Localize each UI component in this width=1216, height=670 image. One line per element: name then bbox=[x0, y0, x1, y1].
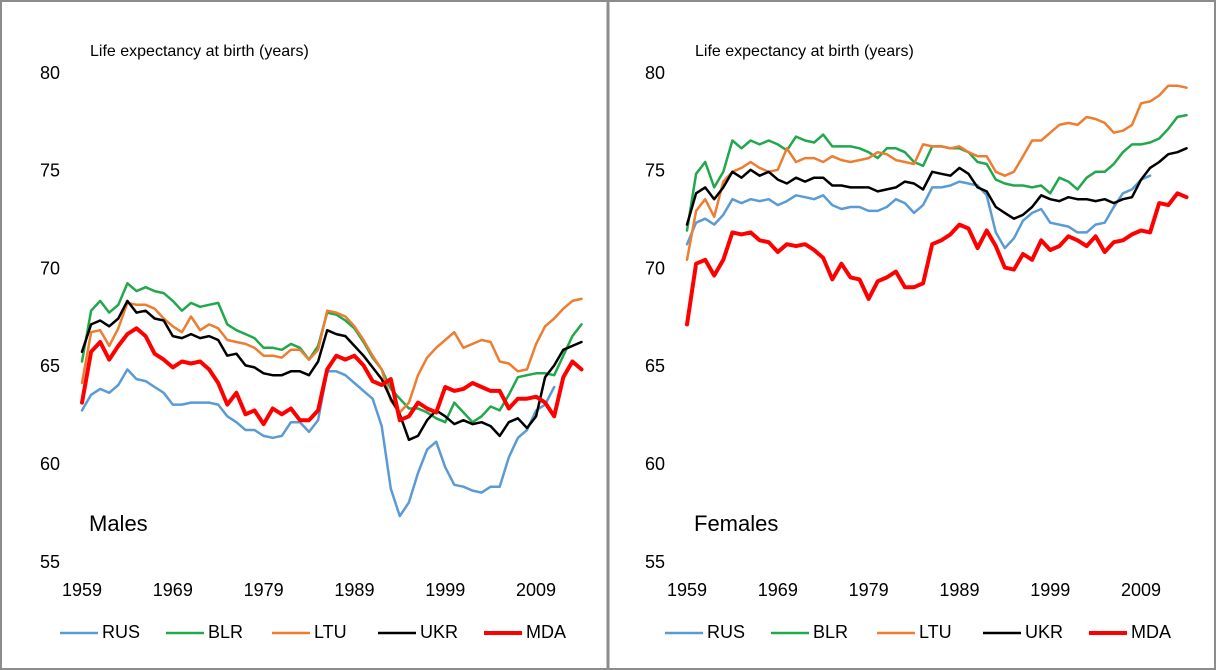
x-tick-label: 2009 bbox=[1121, 580, 1161, 600]
legend-label: UKR bbox=[420, 622, 458, 642]
series-line bbox=[685, 191, 1189, 327]
y-tick-label: 55 bbox=[645, 552, 665, 572]
panel: Life expectancy at birth (years) 55 60 65 70… bbox=[645, 43, 1189, 642]
y-tick-label: 65 bbox=[645, 356, 665, 376]
legend-label: UKR bbox=[1025, 622, 1063, 642]
y-axis-label: Life expectancy at birth (years) bbox=[90, 43, 309, 60]
series-line bbox=[80, 326, 584, 427]
y-tick-label: 70 bbox=[40, 258, 60, 278]
legend-label: LTU bbox=[919, 622, 952, 642]
x-tick-label: 1959 bbox=[667, 580, 707, 600]
y-tick-label: 75 bbox=[40, 161, 60, 181]
x-tick-label: 1979 bbox=[849, 580, 889, 600]
legend-label: MDA bbox=[1131, 622, 1171, 642]
series-line bbox=[685, 147, 1188, 226]
y-axis-label: Life expectancy at birth (years) bbox=[695, 43, 914, 60]
y-tick-label: 65 bbox=[40, 356, 60, 376]
series-line bbox=[80, 368, 556, 518]
legend-label: MDA bbox=[526, 622, 566, 642]
panel: Life expectancy at birth (years) 55 60 65 70… bbox=[40, 43, 584, 642]
x-tick-label: 1989 bbox=[939, 580, 979, 600]
y-tick-label: 80 bbox=[40, 63, 60, 83]
x-tick-label: 1999 bbox=[1030, 580, 1070, 600]
x-tick-label: 1979 bbox=[244, 580, 284, 600]
series-line bbox=[80, 297, 583, 414]
legend-label: RUS bbox=[707, 622, 745, 642]
series-line bbox=[685, 174, 1152, 250]
x-tick-label: 1959 bbox=[62, 580, 102, 600]
x-tick-label: 1969 bbox=[758, 580, 798, 600]
x-tick-label: 1989 bbox=[334, 580, 374, 600]
x-tick-label: 1969 bbox=[153, 580, 193, 600]
y-tick-label: 70 bbox=[645, 258, 665, 278]
series-line bbox=[80, 299, 583, 442]
legend-label: LTU bbox=[314, 622, 347, 642]
legend-label: BLR bbox=[813, 622, 848, 642]
panel-label: Males bbox=[89, 511, 148, 536]
y-tick-label: 60 bbox=[40, 454, 60, 474]
panel-label: Females bbox=[694, 511, 778, 536]
series-line bbox=[80, 282, 583, 424]
y-tick-label: 80 bbox=[645, 63, 665, 83]
y-tick-label: 60 bbox=[645, 454, 665, 474]
x-tick-label: 2009 bbox=[516, 580, 556, 600]
legend-label: BLR bbox=[208, 622, 243, 642]
legend-label: RUS bbox=[102, 622, 140, 642]
y-tick-label: 55 bbox=[40, 552, 60, 572]
x-tick-label: 1999 bbox=[425, 580, 465, 600]
y-tick-label: 75 bbox=[645, 161, 665, 181]
